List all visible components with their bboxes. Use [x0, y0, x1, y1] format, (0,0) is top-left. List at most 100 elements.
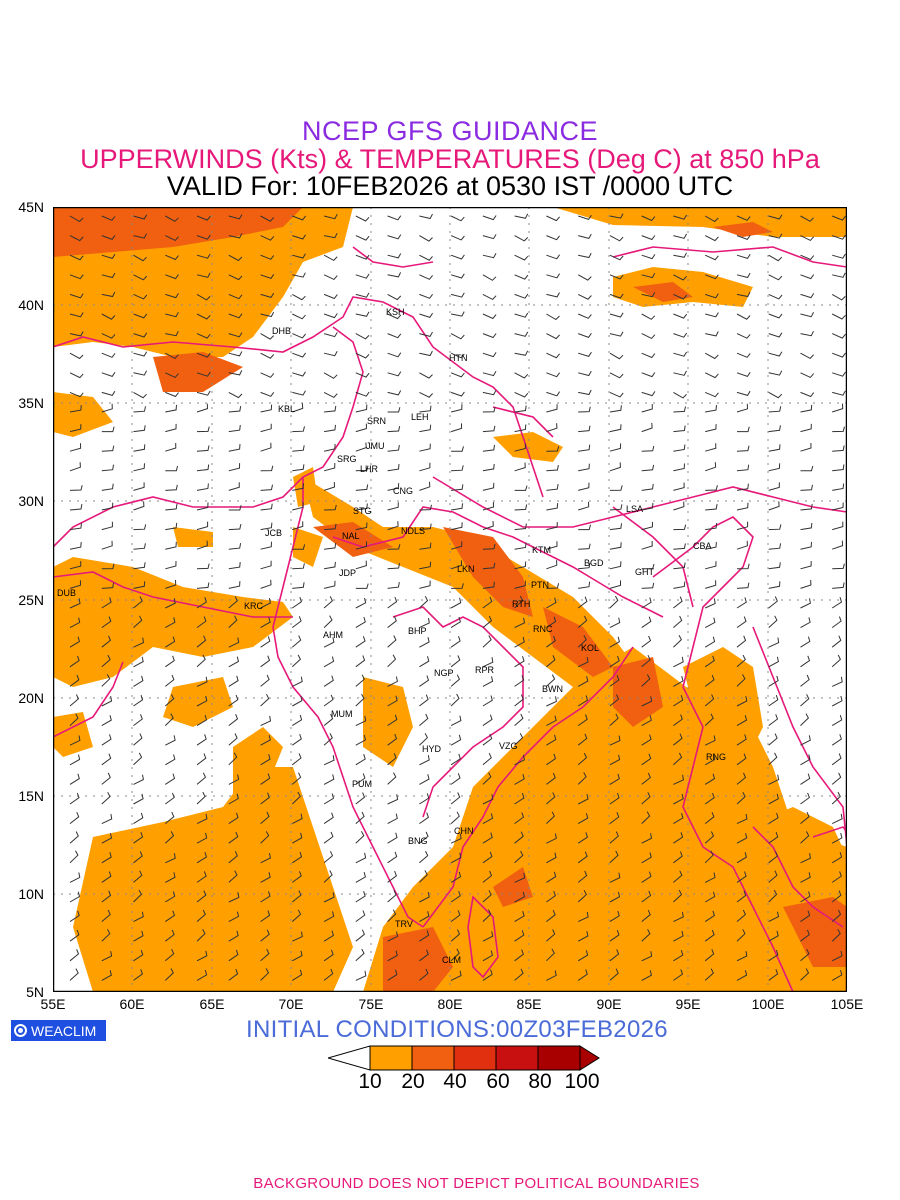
wind-barb	[800, 948, 810, 962]
wind-barb	[704, 754, 716, 766]
wind-barb	[768, 444, 781, 452]
wind-barb	[800, 754, 811, 766]
wind-barb	[546, 929, 556, 942]
wind-barb	[514, 831, 524, 844]
wind-barb	[450, 404, 463, 413]
wind-barb	[164, 694, 175, 707]
wind-barb	[196, 753, 207, 766]
wind-barb	[831, 597, 843, 609]
wind-barb	[736, 890, 747, 903]
wind-barb	[768, 675, 779, 687]
wind-barb	[355, 811, 365, 824]
wind-barb	[514, 910, 525, 923]
weaclim-logo[interactable]: WEACLIM	[11, 1020, 106, 1041]
wind-barb	[673, 332, 688, 338]
wind-barb	[101, 635, 112, 648]
wind-barb	[641, 521, 653, 531]
wind-barb	[355, 830, 365, 844]
wind-barb	[704, 352, 719, 360]
wind-barb	[736, 445, 750, 452]
wind-barb	[69, 424, 82, 433]
wind-barb	[705, 504, 718, 511]
wind-barb	[736, 582, 750, 589]
lon-label-105E: 105E	[830, 996, 864, 1012]
wind-barb	[101, 521, 113, 531]
wind-barb	[419, 331, 433, 337]
wind-barb	[578, 543, 591, 550]
wind-barb	[705, 391, 719, 398]
wind-barb	[101, 951, 113, 962]
wind-barb	[165, 853, 176, 864]
wind-barb	[260, 215, 275, 222]
wind-barb	[609, 850, 619, 864]
station-KBL: KBL	[278, 404, 295, 414]
wind-barb	[577, 635, 587, 648]
wind-barb	[450, 833, 462, 844]
wind-barb	[546, 391, 561, 397]
wind-barb	[673, 252, 687, 258]
wind-barb	[101, 753, 112, 766]
disclaimer-footer: BACKGROUND DOES NOT DEPICT POLITICAL BOU…	[253, 1175, 700, 1192]
wind-barb	[514, 754, 525, 766]
wind-barb	[260, 404, 273, 413]
wind-barb	[514, 372, 529, 379]
wind-barb	[133, 274, 148, 281]
wind-barb	[292, 582, 305, 589]
wind-barb	[101, 215, 116, 221]
wind-barb	[101, 715, 112, 727]
wind-barb	[165, 274, 179, 280]
wind-barb	[323, 462, 336, 472]
wind-barb	[482, 352, 497, 358]
wind-barb	[578, 389, 592, 396]
wind-barb	[387, 215, 402, 221]
wind-barb	[387, 425, 401, 433]
station-NDLS: NDLS	[401, 526, 425, 536]
wind-barb	[482, 562, 496, 570]
wind-barb	[69, 929, 80, 942]
wind-barb	[101, 235, 116, 241]
wind-barb	[609, 831, 619, 844]
wind-barb	[546, 404, 558, 413]
wind-barb	[736, 333, 751, 339]
wind-barb	[546, 597, 557, 609]
wind-barb	[196, 371, 211, 377]
wind-barb	[355, 715, 367, 727]
station-CNG: CNG	[393, 486, 413, 496]
wind-barb	[609, 405, 622, 413]
wind-barb	[260, 352, 275, 359]
wind-barb	[768, 543, 782, 550]
wind-barb	[546, 352, 560, 359]
wind-barb	[355, 541, 368, 550]
map-title: NCEP GFS GUIDANCE	[301, 116, 599, 146]
wind-barb	[355, 693, 365, 707]
wind-barb	[546, 273, 561, 279]
wind-barb	[291, 791, 301, 805]
wind-barb	[387, 794, 399, 805]
wind-barb	[577, 657, 589, 668]
wind-barb	[450, 871, 462, 883]
wind-barb	[101, 272, 116, 279]
wind-barb	[355, 773, 366, 785]
wind-barb	[831, 734, 842, 746]
wind-barb	[355, 597, 367, 609]
colorbar-bin-60-80	[495, 1045, 539, 1071]
wind-barb	[609, 968, 619, 981]
wind-barb	[705, 331, 719, 337]
wind-barb	[768, 351, 783, 357]
wind-barb	[673, 482, 685, 491]
wind-barb	[546, 503, 559, 511]
wind-barb	[323, 214, 338, 220]
wind-barb	[673, 950, 684, 962]
wind-barb	[450, 522, 463, 531]
wind-barb	[832, 521, 844, 531]
wind-barb	[673, 351, 688, 357]
wind-barb	[609, 561, 622, 570]
wind-barb	[355, 560, 367, 570]
wind-barb	[419, 694, 429, 707]
wind-barb	[768, 274, 783, 281]
wind-barb	[228, 930, 239, 942]
lon-label-95E: 95E	[675, 996, 701, 1012]
wind-barb	[482, 520, 494, 531]
wind-barb	[228, 332, 243, 338]
wind-barb	[800, 773, 811, 785]
